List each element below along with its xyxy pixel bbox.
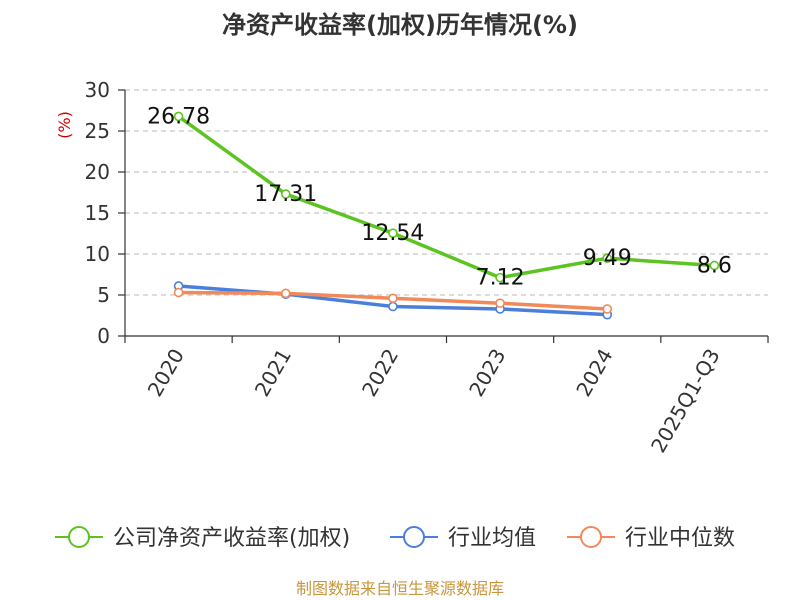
y-tick-label: 30	[85, 78, 110, 102]
data-point	[173, 287, 184, 298]
legend-marker	[403, 526, 425, 548]
data-point	[388, 293, 398, 304]
data-point	[495, 272, 505, 283]
legend-item: 行业均值	[390, 526, 536, 551]
data-point	[173, 111, 184, 122]
y-tick-label: 15	[85, 201, 110, 225]
data-point	[495, 298, 505, 309]
y-tick-label: 20	[85, 160, 110, 184]
data-label: 12.54	[361, 221, 424, 246]
legend: 公司净资产收益率(加权) 行业均值 行业中位数	[55, 526, 735, 551]
x-tick-label: 2024	[571, 345, 617, 401]
series-line	[177, 114, 715, 280]
y-tick-label: 10	[85, 242, 110, 266]
y-tick-label: 0	[97, 324, 110, 348]
x-tick-label: 2025Q1-Q3	[646, 345, 725, 457]
y-tick-labels: 0 5 10 15 20 25 30	[85, 78, 110, 348]
source-note: 制图数据来自恒生聚源数据库	[296, 579, 504, 598]
y-axis-label: (%)	[55, 111, 74, 139]
data-label: 8.6	[697, 253, 732, 278]
legend-marker	[580, 526, 602, 548]
data-point	[388, 228, 398, 238]
legend-label: 公司净资产收益率(加权)	[113, 526, 350, 551]
data-label: 26.78	[147, 104, 210, 129]
y-tick-label: 5	[97, 283, 110, 307]
data-point	[602, 253, 613, 263]
series-2	[173, 287, 613, 314]
data-label: 7.12	[476, 266, 525, 291]
data-point	[280, 189, 291, 199]
data-point	[709, 260, 720, 271]
series-layer: 26.78 17.31 12.54 7.12 9.49 8.6	[147, 104, 732, 320]
legend-label: 行业中位数	[625, 526, 735, 551]
data-point	[602, 304, 613, 314]
y-tick-label: 25	[85, 119, 110, 143]
chart-title: 净资产收益率(加权)历年情况(%)	[222, 11, 578, 39]
data-label: 17.31	[254, 182, 317, 207]
x-tick-labels: 2020 2021 2022 2023 2024 2025Q1-Q3	[143, 345, 725, 457]
series-0	[173, 111, 720, 283]
x-tick-label: 2021	[250, 345, 296, 401]
data-point	[280, 288, 291, 299]
legend-label: 行业均值	[448, 526, 536, 551]
legend-item: 公司净资产收益率(加权)	[55, 526, 350, 551]
legend-marker	[68, 526, 90, 548]
legend-item: 行业中位数	[567, 526, 735, 551]
axes	[118, 89, 769, 343]
x-tick-label: 2022	[357, 345, 403, 401]
x-tick-label: 2020	[143, 345, 189, 401]
data-label: 9.49	[583, 246, 632, 271]
gridlines	[125, 89, 768, 296]
data-point	[388, 301, 398, 312]
x-tick-label: 2023	[464, 345, 510, 401]
